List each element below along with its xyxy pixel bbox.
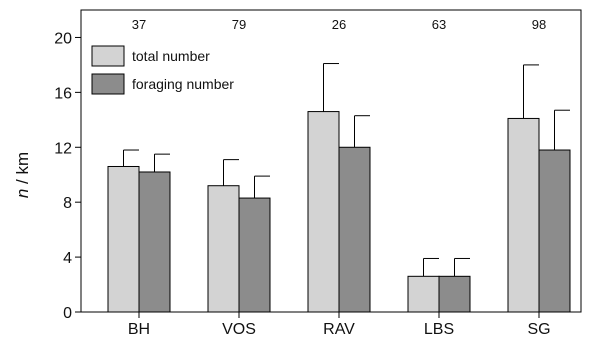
y-axis-title: n / km <box>13 152 32 198</box>
bar <box>307 111 340 313</box>
sample-count-label: 26 <box>332 17 346 32</box>
x-category-label: SG <box>527 321 550 338</box>
x-category-label: RAV <box>323 321 355 338</box>
bar <box>138 171 171 313</box>
sample-count-label: 98 <box>532 17 546 32</box>
legend-swatch <box>91 45 125 67</box>
sample-count-label: 37 <box>132 17 146 32</box>
y-tick-label: 0 <box>63 305 72 322</box>
bar <box>207 185 240 313</box>
bar <box>507 117 540 313</box>
x-category-label: VOS <box>222 321 256 338</box>
bar <box>438 275 471 313</box>
y-tick-label: 12 <box>54 140 72 157</box>
y-tick-label: 4 <box>63 250 72 267</box>
y-tick-label: 16 <box>54 85 72 102</box>
bar <box>107 165 140 313</box>
y-tick-label: 8 <box>63 195 72 212</box>
bar <box>407 275 440 313</box>
x-category-label: LBS <box>424 321 454 338</box>
y-tick-label: 20 <box>54 30 72 47</box>
sample-count-label: 63 <box>432 17 446 32</box>
x-category-label: BH <box>128 321 150 338</box>
bar <box>338 146 371 313</box>
sample-count-label: 79 <box>232 17 246 32</box>
bar <box>538 149 571 313</box>
legend: total number foraging number <box>91 45 234 95</box>
bar <box>238 197 271 313</box>
legend-swatch <box>91 73 125 95</box>
legend-label: foraging number <box>132 76 234 92</box>
plot-area: 0 4 8 12 16 20 BH 37 VOS 79 RAV 26 LBS 63 SG 98 total nu… <box>54 9 582 338</box>
legend-label: total number <box>132 48 210 64</box>
